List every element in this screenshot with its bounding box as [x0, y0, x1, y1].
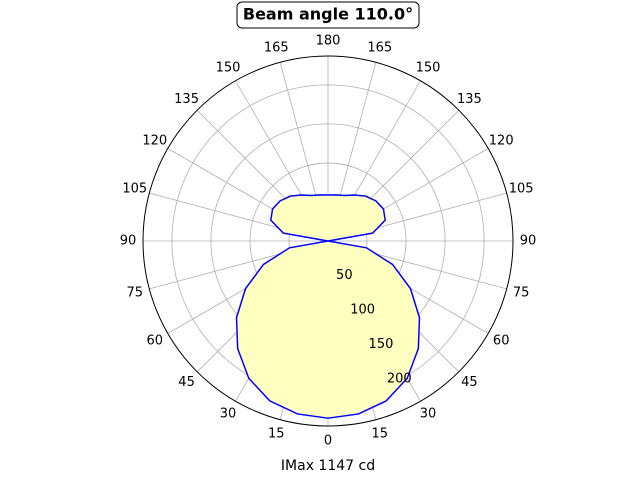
y-tick-label: 50 — [336, 268, 353, 283]
x-tick-label: 30 — [420, 407, 437, 422]
x-tick-label: 120 — [142, 134, 167, 149]
title-box — [236, 1, 420, 29]
x-tick-label: 105 — [509, 182, 534, 197]
x-tick-label: 15 — [371, 427, 388, 442]
y-tick-label: 100 — [350, 302, 375, 317]
x-tick-label: 45 — [178, 375, 195, 390]
chart-title: Beam angle 110.0° — [243, 5, 413, 24]
x-axis-label: IMax 1147 cd — [281, 458, 375, 474]
y-tick-label: 200 — [387, 371, 412, 386]
area — [236, 194, 328, 419]
x-tick-label: 75 — [127, 285, 144, 300]
x-tick-label: 120 — [489, 134, 514, 149]
x-tick-label: 15 — [268, 427, 285, 442]
x-tick-label: 45 — [461, 375, 478, 390]
x-tick-label: 180 — [316, 34, 341, 49]
line — [235, 194, 329, 419]
x-tick-label: 165 — [264, 40, 289, 55]
x-tick-label: 60 — [493, 334, 510, 349]
x-tick-label: 75 — [513, 285, 530, 300]
polar-spine — [142, 55, 514, 427]
x-tick-label: 90 — [520, 234, 537, 249]
area — [328, 194, 420, 419]
x-tick-label: 30 — [220, 407, 237, 422]
y-tick-label: 150 — [369, 337, 394, 352]
x-tick-label: 150 — [216, 60, 241, 75]
x-tick-label: 135 — [457, 92, 482, 107]
x-tick-label: 135 — [174, 92, 199, 107]
x-tick-label: 165 — [367, 40, 392, 55]
x-tick-label: 60 — [147, 334, 164, 349]
x-tick-label: 105 — [122, 182, 147, 197]
x-tick-label: 150 — [416, 60, 441, 75]
x-tick-label: 90 — [120, 234, 137, 249]
x-tick-label: 0 — [324, 434, 332, 449]
